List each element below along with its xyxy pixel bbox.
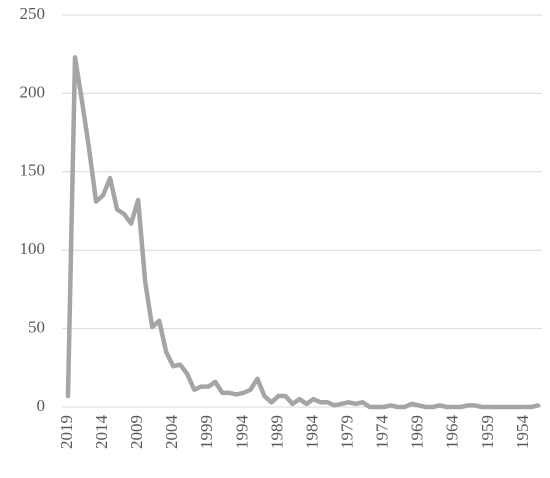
x-tick-label: 1994 (232, 415, 251, 450)
y-tick-label: 150 (20, 161, 46, 180)
x-tick-label: 2019 (57, 415, 76, 449)
x-tick-label: 1979 (338, 415, 357, 449)
x-tick-label: 1974 (373, 415, 392, 450)
y-tick-label: 250 (20, 4, 46, 23)
y-tick-label: 0 (37, 396, 46, 415)
x-tick-label: 2009 (127, 415, 146, 449)
x-tick-label: 1984 (302, 415, 321, 450)
data-line (65, 55, 541, 410)
x-tick-label: 1954 (513, 415, 532, 450)
x-tick-label: 2004 (162, 415, 181, 450)
y-tick-label: 100 (20, 239, 46, 258)
y-tick-label: 200 (20, 82, 46, 101)
x-tick-label: 1964 (443, 415, 462, 450)
x-tick-label: 1959 (478, 415, 497, 449)
x-tick-label: 1969 (408, 415, 427, 449)
x-tick-label: 2014 (92, 415, 111, 450)
y-tick-label: 50 (28, 318, 45, 337)
x-tick-label: 1999 (197, 415, 216, 449)
x-tick-label: 1989 (267, 415, 286, 449)
